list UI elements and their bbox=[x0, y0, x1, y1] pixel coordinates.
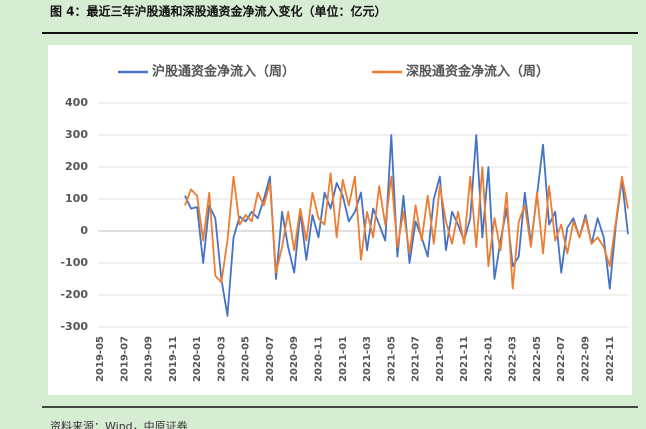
y-tick-label: 0 bbox=[80, 224, 88, 237]
x-tick-label: 2021-01 bbox=[338, 336, 349, 382]
x-tick-label: 2019-09 bbox=[144, 336, 155, 382]
y-tick-label: 100 bbox=[65, 192, 88, 205]
x-tick-label: 2020-09 bbox=[289, 336, 300, 382]
chart-title: 图 4：最近三年沪股通和深股通资金净流入变化（单位：亿元） bbox=[50, 4, 387, 19]
x-tick-label: 2022-05 bbox=[532, 336, 543, 382]
x-tick-label: 2020-05 bbox=[241, 336, 252, 382]
x-tick-label: 2020-07 bbox=[265, 336, 276, 382]
x-tick-label: 2020-11 bbox=[313, 336, 324, 382]
x-tick-label: 2021-09 bbox=[435, 336, 446, 382]
y-tick-label: -200 bbox=[60, 288, 88, 301]
x-tick-label: 2022-03 bbox=[508, 336, 519, 382]
legend-label: 沪股通资金净流入（周） bbox=[152, 64, 295, 80]
x-tick-label: 2021-03 bbox=[362, 336, 373, 382]
source-note: 资料来源：Wind，中原证券 bbox=[50, 419, 188, 429]
y-tick-label: 300 bbox=[65, 128, 88, 141]
x-tick-label: 2019-11 bbox=[168, 336, 179, 382]
y-tick-label: 400 bbox=[65, 96, 88, 109]
x-tick-label: 2020-03 bbox=[216, 336, 227, 382]
x-tick-label: 2021-05 bbox=[386, 336, 397, 382]
x-tick-label: 2022-01 bbox=[483, 336, 494, 382]
series-line bbox=[184, 166, 629, 290]
x-tick-label: 2022-11 bbox=[605, 336, 616, 382]
x-tick-label: 2022-07 bbox=[556, 336, 567, 382]
x-tick-label: 2021-07 bbox=[411, 336, 422, 382]
y-tick-label: -300 bbox=[60, 320, 88, 333]
x-tick-label: 2022-09 bbox=[581, 336, 592, 382]
x-tick-label: 2020-01 bbox=[192, 336, 203, 382]
x-tick-label: 2019-07 bbox=[119, 336, 130, 382]
x-tick-label: 2019-05 bbox=[95, 336, 106, 382]
y-tick-label: -100 bbox=[60, 256, 88, 269]
x-tick-label: 2021-11 bbox=[459, 336, 470, 382]
y-tick-label: 200 bbox=[65, 160, 88, 173]
legend-label: 深股通资金净流入（周） bbox=[406, 64, 549, 80]
